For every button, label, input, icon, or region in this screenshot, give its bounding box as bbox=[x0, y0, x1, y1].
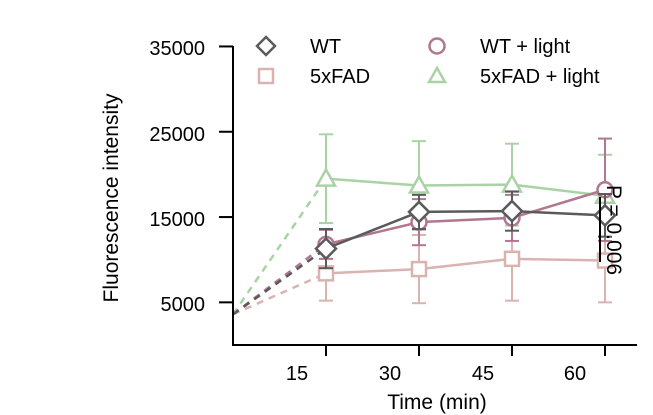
x-axis-title: Time (min) bbox=[387, 391, 487, 414]
legend-label-5xfad: 5xFAD bbox=[310, 66, 370, 88]
series-3 bbox=[314, 133, 617, 238]
legend-marker-wt-light bbox=[428, 37, 446, 55]
legend-label-wt-light: WT + light bbox=[480, 36, 571, 58]
legend-label-5xfad-light: 5xFAD + light bbox=[480, 66, 600, 88]
extrapolation-line bbox=[231, 177, 328, 315]
legend-marker-wt bbox=[255, 35, 277, 57]
extrapolation-line bbox=[232, 272, 327, 316]
series-1 bbox=[317, 216, 614, 305]
data-point bbox=[596, 252, 614, 269]
series-line bbox=[325, 209, 606, 250]
y-tick-label: 25000 bbox=[149, 124, 205, 146]
legend: WT 5xFAD WT + light 5xFAD + light bbox=[255, 35, 600, 88]
series-0 bbox=[314, 190, 617, 270]
data-point bbox=[314, 236, 338, 261]
y-tick-label: 35000 bbox=[149, 38, 205, 60]
y-tick-label: 5000 bbox=[161, 294, 206, 316]
data-point bbox=[503, 250, 521, 268]
x-tick-label: 60 bbox=[564, 363, 586, 385]
series-line bbox=[325, 177, 606, 197]
data-point bbox=[314, 167, 338, 187]
data-point bbox=[407, 200, 431, 224]
series-line bbox=[325, 188, 606, 246]
y-axis-title: Fluorescence intensity bbox=[100, 93, 123, 302]
p-value-annotation: P = 0.006 bbox=[602, 185, 625, 275]
x-tick-label: 45 bbox=[472, 363, 494, 385]
x-tick-label: 30 bbox=[379, 363, 401, 385]
series-2 bbox=[317, 137, 614, 260]
legend-label-wt: WT bbox=[310, 36, 341, 58]
data-point bbox=[410, 260, 428, 278]
extrapolation-line bbox=[232, 247, 327, 316]
legend-marker-5xfad-light bbox=[426, 65, 448, 84]
x-tick-label: 15 bbox=[286, 363, 308, 385]
y-tick-label: 15000 bbox=[149, 209, 205, 231]
data-point bbox=[407, 173, 431, 194]
data-point bbox=[500, 199, 524, 223]
legend-marker-5xfad bbox=[257, 67, 275, 85]
series-line bbox=[325, 257, 606, 275]
